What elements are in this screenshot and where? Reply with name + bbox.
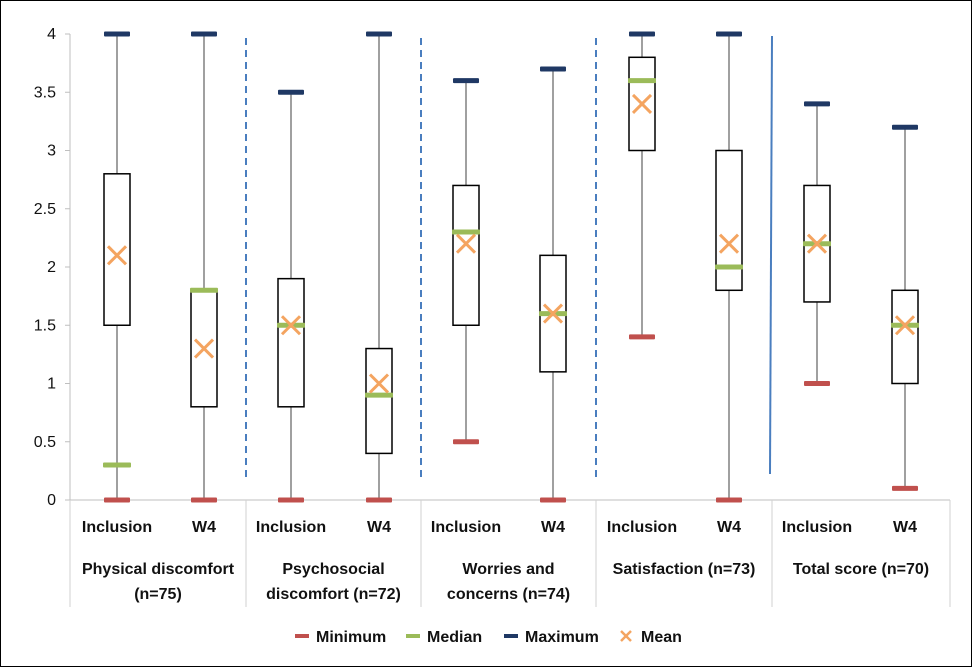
mean-marker — [542, 303, 564, 324]
y-tick-label: 0 — [47, 492, 56, 509]
group-label: Total score (n=70) — [793, 561, 929, 578]
median-marker — [190, 287, 218, 293]
maximum-marker — [629, 31, 655, 37]
category-label: Inclusion — [82, 519, 152, 536]
y-tick-label: 1.5 — [34, 317, 56, 334]
group-label: Physical discomfort — [82, 561, 235, 578]
legend-max-label: Maximum — [525, 629, 599, 646]
legend-min-swatch — [295, 634, 309, 638]
category-label: W4 — [541, 519, 565, 536]
maximum-marker — [453, 78, 479, 84]
minimum-marker — [629, 334, 655, 340]
maximum-marker — [278, 89, 304, 95]
legend-mean-label: Mean — [641, 629, 682, 646]
category-label: Inclusion — [607, 519, 677, 536]
box-iqr — [277, 277, 305, 408]
category-label: W4 — [192, 519, 216, 536]
minimum-marker — [540, 497, 566, 503]
minimum-marker — [191, 497, 217, 503]
legend-min-label: Minimum — [316, 629, 386, 646]
maximum-marker — [716, 31, 742, 37]
group-label: (n=75) — [134, 586, 182, 603]
category-label: W4 — [367, 519, 391, 536]
category-label: Inclusion — [256, 519, 326, 536]
minimum-marker — [716, 497, 742, 503]
group-label: Satisfaction (n=73) — [613, 561, 756, 578]
y-tick-label: 3 — [47, 143, 56, 160]
group-label: concerns (n=74) — [447, 586, 570, 603]
y-tick-label: 2 — [47, 259, 56, 276]
category-label: Inclusion — [431, 519, 501, 536]
mean-marker — [193, 338, 215, 359]
maximum-marker — [104, 31, 130, 37]
maximum-marker — [540, 66, 566, 72]
y-tick-label: 4 — [47, 26, 56, 43]
group-label: Psychosocial — [282, 561, 384, 578]
mean-marker — [806, 233, 828, 254]
minimum-marker — [278, 497, 304, 503]
minimum-marker — [366, 497, 392, 503]
maximum-marker — [191, 31, 217, 37]
legend-median-label: Median — [427, 629, 482, 646]
minimum-marker — [892, 485, 918, 491]
mean-marker — [368, 373, 390, 394]
y-tick-label: 3.5 — [34, 84, 56, 101]
group-separator-line — [769, 35, 773, 475]
legend-median-swatch — [406, 634, 420, 638]
category-label: Inclusion — [782, 519, 852, 536]
box-iqr — [103, 173, 131, 326]
group-label: Worries and — [462, 561, 554, 578]
minimum-marker — [804, 381, 830, 386]
minimum-marker — [104, 497, 130, 503]
legend-max-swatch — [504, 634, 518, 638]
group-label: discomfort (n=72) — [266, 586, 401, 603]
maximum-marker — [892, 124, 918, 130]
box-iqr — [891, 289, 919, 385]
median-marker — [628, 78, 656, 84]
minimum-marker — [453, 439, 479, 445]
mean-marker — [455, 233, 477, 254]
mean-marker — [280, 315, 302, 336]
mean-marker — [718, 233, 740, 254]
y-tick-label: 0.5 — [34, 434, 56, 451]
y-tick-label: 1 — [47, 376, 56, 393]
category-label: W4 — [893, 519, 917, 536]
legend-mean-swatch — [620, 630, 632, 642]
median-marker — [365, 392, 393, 398]
median-marker — [103, 462, 131, 468]
maximum-marker — [366, 31, 392, 37]
median-marker — [452, 229, 480, 235]
box-iqr — [365, 347, 393, 455]
box-iqr — [452, 184, 480, 326]
mean-marker — [631, 93, 653, 114]
median-marker — [715, 264, 743, 270]
mean-marker — [106, 245, 128, 266]
y-tick-label: 2.5 — [34, 201, 56, 218]
mean-marker — [894, 315, 916, 336]
maximum-marker — [804, 101, 830, 107]
category-label: W4 — [717, 519, 741, 536]
